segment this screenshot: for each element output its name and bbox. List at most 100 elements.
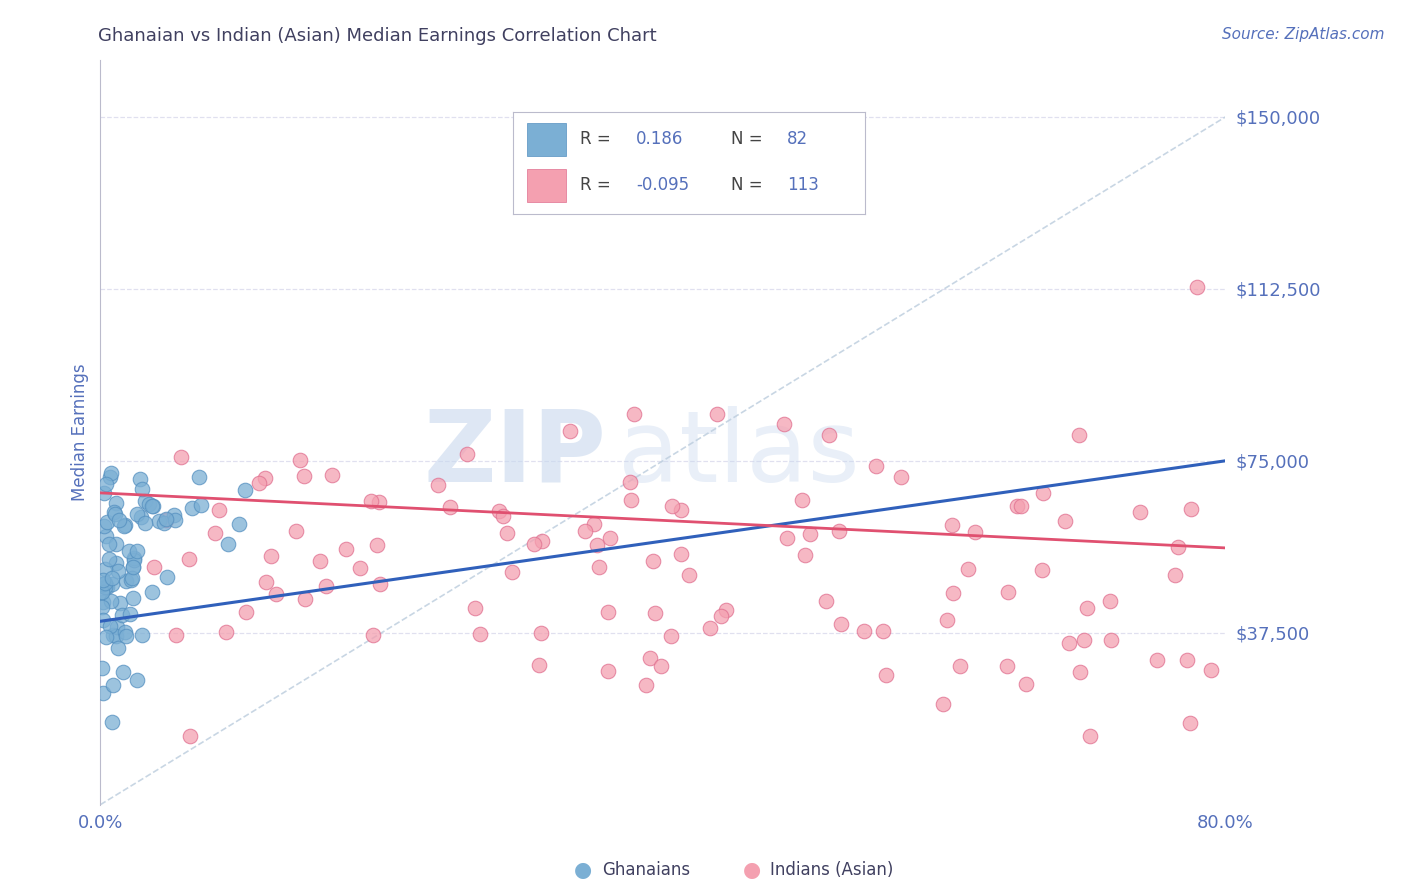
Point bbox=[91, 661, 114, 675]
Point bbox=[101, 715, 124, 730]
Point bbox=[439, 500, 461, 514]
Point bbox=[107, 513, 129, 527]
Point bbox=[488, 504, 510, 518]
Point bbox=[131, 482, 153, 496]
Point bbox=[121, 570, 143, 584]
Point bbox=[117, 543, 139, 558]
Point bbox=[103, 505, 125, 519]
Point bbox=[179, 729, 201, 743]
Point bbox=[828, 524, 851, 538]
Point bbox=[776, 531, 799, 545]
Point bbox=[122, 553, 145, 567]
Point bbox=[949, 658, 972, 673]
Text: -0.095: -0.095 bbox=[636, 177, 689, 194]
Point bbox=[321, 467, 343, 482]
Point bbox=[180, 500, 202, 515]
Point bbox=[1146, 653, 1168, 667]
Point bbox=[90, 585, 112, 599]
Point bbox=[215, 625, 238, 640]
Text: R =: R = bbox=[579, 177, 616, 194]
Point bbox=[131, 628, 153, 642]
Point bbox=[531, 533, 554, 548]
Point bbox=[165, 627, 187, 641]
Point bbox=[1011, 500, 1033, 514]
Point bbox=[104, 537, 127, 551]
Point bbox=[1180, 502, 1202, 516]
Point bbox=[94, 562, 117, 576]
Point bbox=[1057, 636, 1080, 650]
Point bbox=[315, 579, 337, 593]
Point bbox=[112, 519, 135, 533]
Point bbox=[1005, 499, 1028, 513]
Point bbox=[361, 628, 384, 642]
Point bbox=[699, 621, 721, 635]
Point bbox=[427, 478, 450, 492]
Point bbox=[1129, 505, 1152, 519]
Text: N =: N = bbox=[731, 177, 768, 194]
Point bbox=[111, 608, 134, 623]
Point bbox=[997, 585, 1019, 599]
Point bbox=[634, 678, 657, 692]
Point bbox=[456, 447, 478, 461]
Point bbox=[643, 554, 665, 568]
Point bbox=[794, 548, 817, 562]
Point bbox=[163, 513, 186, 527]
Point bbox=[122, 559, 145, 574]
Point bbox=[188, 470, 211, 484]
Point bbox=[115, 574, 138, 589]
Point bbox=[620, 492, 643, 507]
Point bbox=[942, 586, 965, 600]
Point bbox=[1080, 729, 1102, 743]
Point bbox=[710, 609, 733, 624]
Point bbox=[121, 560, 143, 574]
Point bbox=[790, 492, 813, 507]
Point bbox=[619, 475, 641, 490]
Text: Ghanaian vs Indian (Asian) Median Earnings Correlation Chart: Ghanaian vs Indian (Asian) Median Earnin… bbox=[98, 27, 657, 45]
Point bbox=[134, 494, 156, 508]
Point bbox=[669, 503, 692, 517]
Point bbox=[585, 538, 607, 552]
Point bbox=[208, 503, 231, 517]
Point bbox=[100, 466, 122, 480]
Point bbox=[501, 566, 523, 580]
Point bbox=[235, 483, 257, 497]
Point bbox=[640, 651, 662, 665]
Point bbox=[661, 499, 683, 513]
Point bbox=[872, 624, 894, 638]
Y-axis label: Median Earnings: Median Earnings bbox=[72, 363, 89, 501]
Point bbox=[114, 518, 136, 533]
Point bbox=[103, 628, 125, 642]
Point bbox=[1015, 677, 1038, 691]
Point bbox=[599, 531, 621, 545]
Point bbox=[105, 496, 128, 510]
Point bbox=[574, 524, 596, 539]
Point bbox=[530, 626, 553, 640]
Point bbox=[104, 557, 127, 571]
Point bbox=[292, 468, 315, 483]
Point bbox=[932, 697, 955, 711]
Point bbox=[523, 537, 546, 551]
Point bbox=[247, 476, 270, 491]
Point bbox=[94, 580, 117, 594]
Point bbox=[264, 587, 287, 601]
Point bbox=[527, 658, 550, 673]
Point bbox=[470, 627, 492, 641]
Point bbox=[294, 592, 316, 607]
Point bbox=[596, 606, 619, 620]
Point bbox=[96, 515, 118, 529]
Point bbox=[217, 537, 239, 551]
Point bbox=[671, 547, 693, 561]
Text: Ghanaians: Ghanaians bbox=[602, 861, 690, 879]
Point bbox=[101, 571, 124, 585]
Point bbox=[127, 507, 149, 521]
Point bbox=[1099, 632, 1122, 647]
Point bbox=[112, 665, 135, 679]
Point bbox=[260, 549, 283, 564]
Point bbox=[129, 509, 152, 524]
Point bbox=[963, 525, 986, 540]
Point bbox=[98, 537, 121, 551]
Point bbox=[308, 554, 330, 568]
Point bbox=[120, 573, 142, 587]
Point bbox=[125, 673, 148, 688]
Point bbox=[179, 552, 201, 566]
